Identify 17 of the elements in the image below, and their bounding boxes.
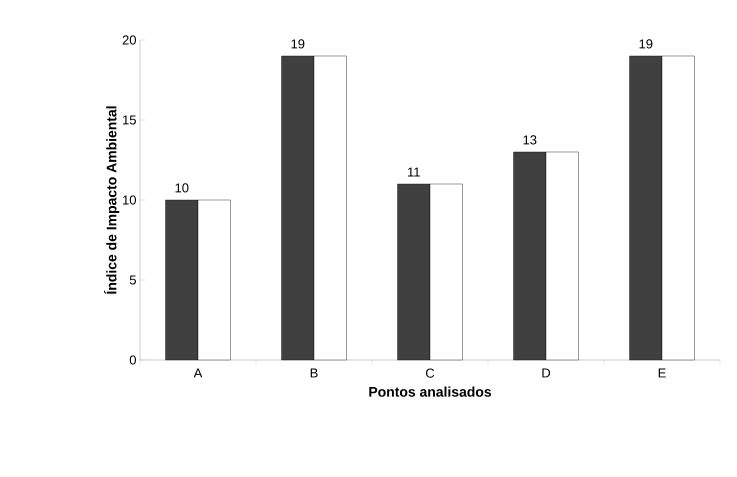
data-label: 19 <box>292 39 304 48</box>
x-tick-label: A <box>194 368 202 378</box>
y-tick-label: 0 <box>130 355 136 365</box>
x-tick-label: E <box>658 368 666 378</box>
x-tick-label: C <box>426 368 434 378</box>
x-tick-label: B <box>310 368 318 378</box>
y-axis-title: Índice de Impacto Ambiental <box>104 106 120 294</box>
y-tick-label: 10 <box>123 195 136 205</box>
data-label: 11 <box>408 168 420 176</box>
data-label: 13 <box>524 135 536 144</box>
x-tick-label: D <box>542 368 550 378</box>
x-axis-title: Pontos analisados <box>369 386 492 397</box>
y-tick-label: 20 <box>122 35 136 45</box>
data-label: 10 <box>176 183 188 192</box>
data-label: 19 <box>640 39 652 48</box>
y-tick-label: 5 <box>130 275 136 285</box>
y-tick-label: 15 <box>123 115 136 125</box>
